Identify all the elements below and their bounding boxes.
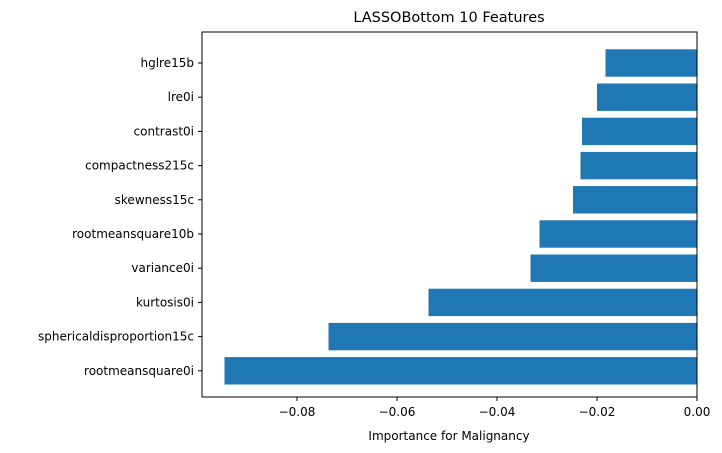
bar-compactness215c <box>580 151 697 180</box>
bar-rootmeansquare10b <box>539 220 697 248</box>
y-tick-label: variance0i <box>131 261 194 275</box>
bar-rootmeansquare0i <box>224 357 697 385</box>
bars-group <box>224 49 697 385</box>
x-tick-label: −0.04 <box>479 405 516 419</box>
bar-variance0i <box>530 254 697 282</box>
x-tick-label: 0.00 <box>684 405 711 419</box>
y-tick-label: sphericaldisproportion15c <box>38 330 194 344</box>
y-tick-label: lre0i <box>168 90 194 104</box>
x-axis-label: Importance for Malignancy <box>368 429 529 443</box>
bar-sphericaldisproportion15c <box>328 322 697 351</box>
y-tick-label: contrast0i <box>134 124 194 138</box>
x-tick-label: −0.08 <box>279 405 316 419</box>
plot-frame <box>201 31 698 398</box>
y-tick-label: skewness15c <box>115 193 194 207</box>
x-axis-ticks: −0.08 −0.06 −0.04 −0.02 0.00 <box>279 397 711 419</box>
y-tick-label: hglre15b <box>141 56 195 70</box>
y-tick-label: rootmeansquare10b <box>72 227 194 241</box>
x-tick-label: −0.06 <box>379 405 416 419</box>
y-tick-label: kurtosis0i <box>136 295 194 309</box>
bar-skewness15c <box>573 186 697 214</box>
y-axis-ticks: hglre15b lre0i contrast0i compactness215c sk… <box>38 56 202 378</box>
bar-kurtosis0i <box>428 288 697 317</box>
bar-contrast0i <box>582 117 697 146</box>
chart-title: LASSOBottom 10 Features <box>353 10 544 26</box>
x-tick-label: −0.02 <box>579 405 616 419</box>
y-tick-label: rootmeansquare0i <box>84 364 194 378</box>
bar-hglre15b <box>605 49 697 77</box>
bar-lre0i <box>597 83 697 111</box>
y-tick-label: compactness215c <box>85 159 194 173</box>
